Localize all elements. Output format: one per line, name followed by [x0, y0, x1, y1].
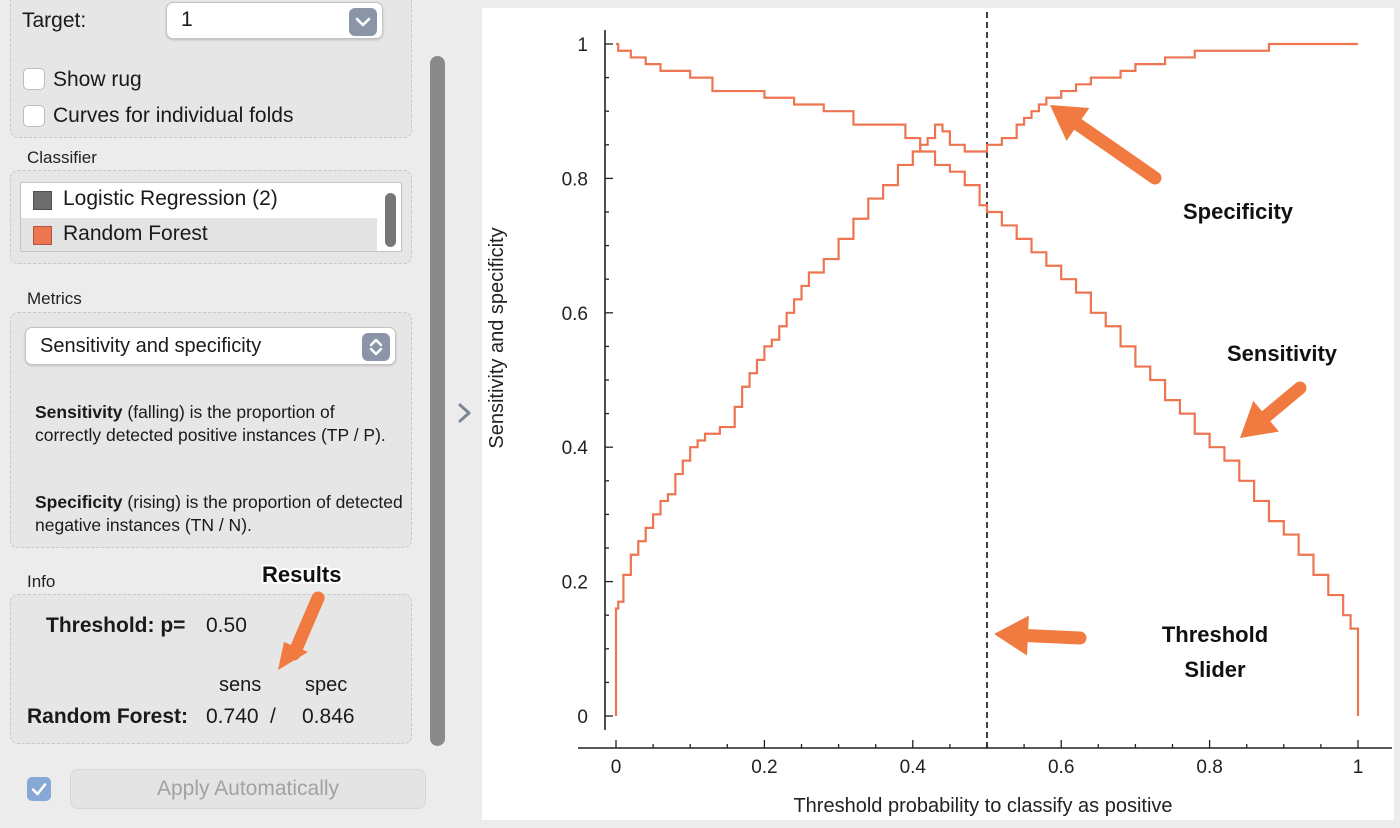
- target-select[interactable]: 1: [166, 2, 383, 39]
- apply-automatically-checkbox[interactable]: [27, 777, 51, 801]
- y-axis-title: Sensitivity and specificity: [486, 227, 508, 448]
- x-tick-label: 0.2: [751, 757, 777, 778]
- x-tick-label: 1: [1353, 757, 1364, 778]
- specificity-arrow-icon: [1050, 105, 1162, 185]
- up-down-arrows-icon: [362, 333, 390, 361]
- arrow-shaft: [1021, 629, 1087, 645]
- metric-select[interactable]: Sensitivity and specificity: [25, 327, 396, 365]
- specificity-text: (rising) is the proportion of detected n…: [35, 492, 403, 535]
- specificity-description: Specificity (rising) is the proportion o…: [35, 491, 405, 537]
- x-axis-title: Threshold probability to classify as pos…: [793, 795, 1172, 817]
- arrow-shaft: [1259, 381, 1307, 423]
- info-group: [10, 594, 412, 744]
- sensitivity-annotation: Sensitivity: [1227, 341, 1338, 366]
- individual-folds-checkbox[interactable]: [23, 105, 45, 127]
- y-tick-label: 0: [577, 707, 588, 728]
- model-name: Random Forest:: [27, 705, 189, 728]
- sensitivity-arrow-icon: [1240, 381, 1307, 438]
- classifier-item-random-forest[interactable]: Random Forest: [21, 218, 377, 251]
- threshold-annotation-line1: Threshold: [1162, 622, 1268, 647]
- spec-value: 0.846: [302, 705, 355, 728]
- target-select-value: 1: [181, 8, 193, 31]
- info-section-title: Info: [27, 572, 56, 591]
- specificity-term: Specificity: [35, 492, 123, 512]
- classifier-item-logistic-regression[interactable]: Logistic Regression (2): [21, 183, 377, 218]
- sensitivity-term: Sensitivity: [35, 402, 123, 422]
- arrow-head: [1240, 400, 1279, 438]
- panel-scrollbar[interactable]: [430, 56, 445, 746]
- control-panel: Target: 1 Show rug Curves for individual…: [0, 0, 426, 828]
- metric-select-value: Sensitivity and specificity: [40, 335, 262, 357]
- y-tick-label: 0.8: [562, 169, 588, 190]
- show-rug-label: Show rug: [53, 68, 142, 91]
- x-tick-label: 0: [611, 757, 622, 778]
- classifier-item-label: Random Forest: [63, 222, 208, 245]
- show-rug-checkbox[interactable]: [23, 68, 45, 90]
- sensitivity-curve: [616, 42, 1360, 716]
- y-tick-label: 0.6: [562, 304, 588, 325]
- x-tick-label: 0.4: [900, 757, 927, 778]
- classifier-list-scrollbar[interactable]: [385, 193, 396, 247]
- collapse-panel-icon[interactable]: [454, 400, 476, 426]
- threshold-value: 0.50: [206, 614, 247, 637]
- y-tick-label: 0.2: [562, 573, 588, 594]
- sens-value: 0.740: [206, 705, 259, 728]
- classifier-list[interactable]: Logistic Regression (2) Random Forest: [20, 182, 402, 252]
- results-callout: Results: [260, 560, 343, 670]
- chevron-down-icon: [349, 8, 377, 36]
- threshold-label: Threshold: p=: [46, 614, 186, 637]
- color-swatch-icon: [33, 226, 52, 245]
- classifier-item-label: Logistic Regression (2): [63, 187, 278, 210]
- specificity-curve: [614, 42, 1358, 716]
- plot-area: [482, 8, 1394, 820]
- y-tick-label: 1: [577, 35, 588, 56]
- x-tick-label: 0.6: [1048, 757, 1074, 778]
- x-tick-label: 0.8: [1196, 757, 1222, 778]
- threshold-annotation-line2: Slider: [1184, 657, 1246, 682]
- arrow-head: [994, 615, 1029, 656]
- results-arrow-icon: [287, 591, 325, 661]
- sensitivity-text: (falling) is the proportion of correctly…: [35, 402, 386, 445]
- results-annotation: Results: [262, 562, 341, 587]
- sens-column-header: sens: [219, 674, 262, 696]
- arrow-head: [1050, 105, 1090, 141]
- value-separator: /: [270, 705, 276, 728]
- target-label: Target:: [22, 9, 87, 32]
- threshold-arrow-icon: [994, 615, 1087, 656]
- y-tick-label: 0.4: [562, 438, 589, 459]
- sensitivity-description: Sensitivity (falling) is the proportion …: [35, 401, 405, 447]
- color-swatch-icon: [33, 191, 52, 210]
- apply-automatically-button[interactable]: Apply Automatically: [70, 769, 426, 809]
- specificity-annotation: Specificity: [1183, 199, 1294, 224]
- spec-column-header: spec: [305, 674, 348, 696]
- arrow-shaft: [1071, 117, 1162, 185]
- individual-folds-label: Curves for individual folds: [53, 104, 294, 127]
- metrics-section-title: Metrics: [27, 289, 82, 308]
- classifier-section-title: Classifier: [27, 148, 97, 167]
